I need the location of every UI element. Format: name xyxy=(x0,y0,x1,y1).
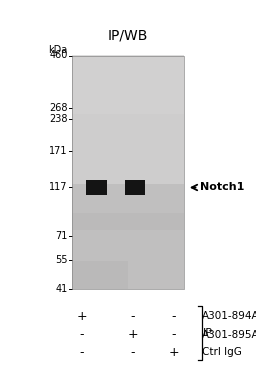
Text: +: + xyxy=(169,346,179,359)
Text: Notch1: Notch1 xyxy=(200,182,244,192)
Bar xyxy=(72,260,128,289)
Text: -: - xyxy=(172,310,176,323)
Text: +: + xyxy=(128,328,138,342)
Text: +: + xyxy=(77,310,87,323)
Text: 117: 117 xyxy=(49,182,68,192)
Bar xyxy=(72,56,184,289)
Text: 268: 268 xyxy=(49,102,68,112)
Text: 460: 460 xyxy=(49,50,68,61)
Text: 71: 71 xyxy=(56,231,68,240)
Bar xyxy=(72,213,184,230)
Bar xyxy=(72,56,184,184)
Text: kDa: kDa xyxy=(49,45,68,55)
Text: -: - xyxy=(172,328,176,342)
Text: -: - xyxy=(131,346,135,359)
Text: 55: 55 xyxy=(55,255,68,265)
Text: -: - xyxy=(80,328,84,342)
Bar xyxy=(72,56,184,289)
Text: -: - xyxy=(80,346,84,359)
Text: 238: 238 xyxy=(49,114,68,124)
Text: 41: 41 xyxy=(56,283,68,294)
Text: -: - xyxy=(131,310,135,323)
Text: A301-894A: A301-894A xyxy=(202,311,256,322)
Text: 171: 171 xyxy=(49,146,68,156)
Bar xyxy=(125,180,145,195)
Text: IP: IP xyxy=(203,328,213,338)
Bar xyxy=(86,180,106,195)
Text: IP/WB: IP/WB xyxy=(108,28,148,42)
Bar xyxy=(72,56,184,114)
Text: Ctrl IgG: Ctrl IgG xyxy=(202,347,242,357)
Text: A301-895A: A301-895A xyxy=(202,330,256,340)
